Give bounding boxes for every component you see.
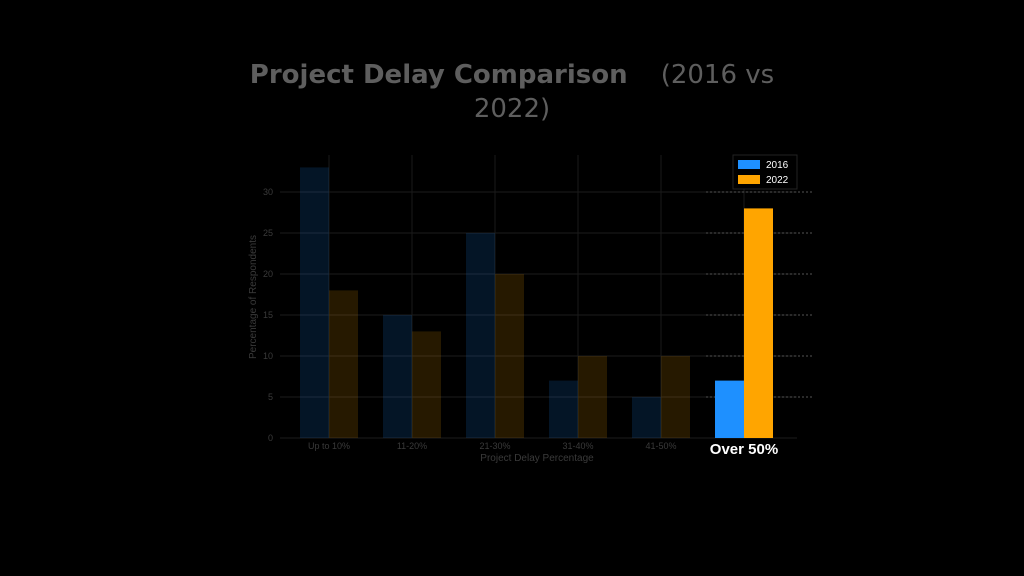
y-tick-label: 25: [263, 228, 273, 238]
bar-2016-5: [715, 380, 744, 438]
bar-2022-4: [661, 356, 690, 438]
bar-2016-1: [383, 315, 412, 438]
y-tick-label: 5: [268, 392, 273, 402]
bar-2016-2: [466, 233, 495, 438]
x-tick-label: 31-40%: [562, 441, 593, 451]
y-tick-label: 20: [263, 269, 273, 279]
y-axis-label: Percentage of Respondents: [248, 235, 259, 359]
bar-2022-3: [578, 356, 607, 438]
x-tick-label: 41-50%: [645, 441, 676, 451]
bar-2022-1: [412, 331, 441, 438]
x-axis-label: Project Delay Percentage: [480, 453, 594, 464]
x-tick-label: Over 50%: [710, 441, 778, 458]
bar-2016-3: [549, 380, 578, 438]
y-tick-label: 10: [263, 351, 273, 361]
legend-label-2016: 2016: [766, 160, 789, 171]
bar-2016-4: [632, 397, 661, 438]
legend-swatch-2016: [738, 160, 760, 169]
y-tick-label: 15: [263, 310, 273, 320]
bar-2022-5: [744, 208, 773, 438]
bar-2022-2: [495, 274, 524, 438]
legend-label-2022: 2022: [766, 175, 789, 186]
x-tick-label: 21-30%: [479, 441, 510, 451]
axes: 0 5 10 15 20 25 30 Up to 10% 11-20% 21-30% 31-40% 4…: [263, 187, 778, 458]
chart-title-sub-line2: 2022): [473, 94, 551, 124]
y-tick-label: 30: [263, 187, 273, 197]
legend: 2016 2022: [732, 154, 798, 190]
legend-swatch-2022: [738, 175, 760, 184]
chart-title-sub: (2016 vs: [660, 60, 775, 90]
y-tick-label: 0: [268, 433, 273, 443]
x-tick-label: 11-20%: [397, 441, 427, 451]
chart-title: Project Delay Comparison (2016 vs 2022): [0, 58, 1024, 126]
bar-2016-0: [300, 167, 329, 438]
x-tick-label: Up to 10%: [308, 441, 350, 451]
bars: [300, 167, 773, 438]
bar-2022-0: [329, 290, 358, 438]
chart-title-main: Project Delay Comparison: [249, 60, 628, 90]
